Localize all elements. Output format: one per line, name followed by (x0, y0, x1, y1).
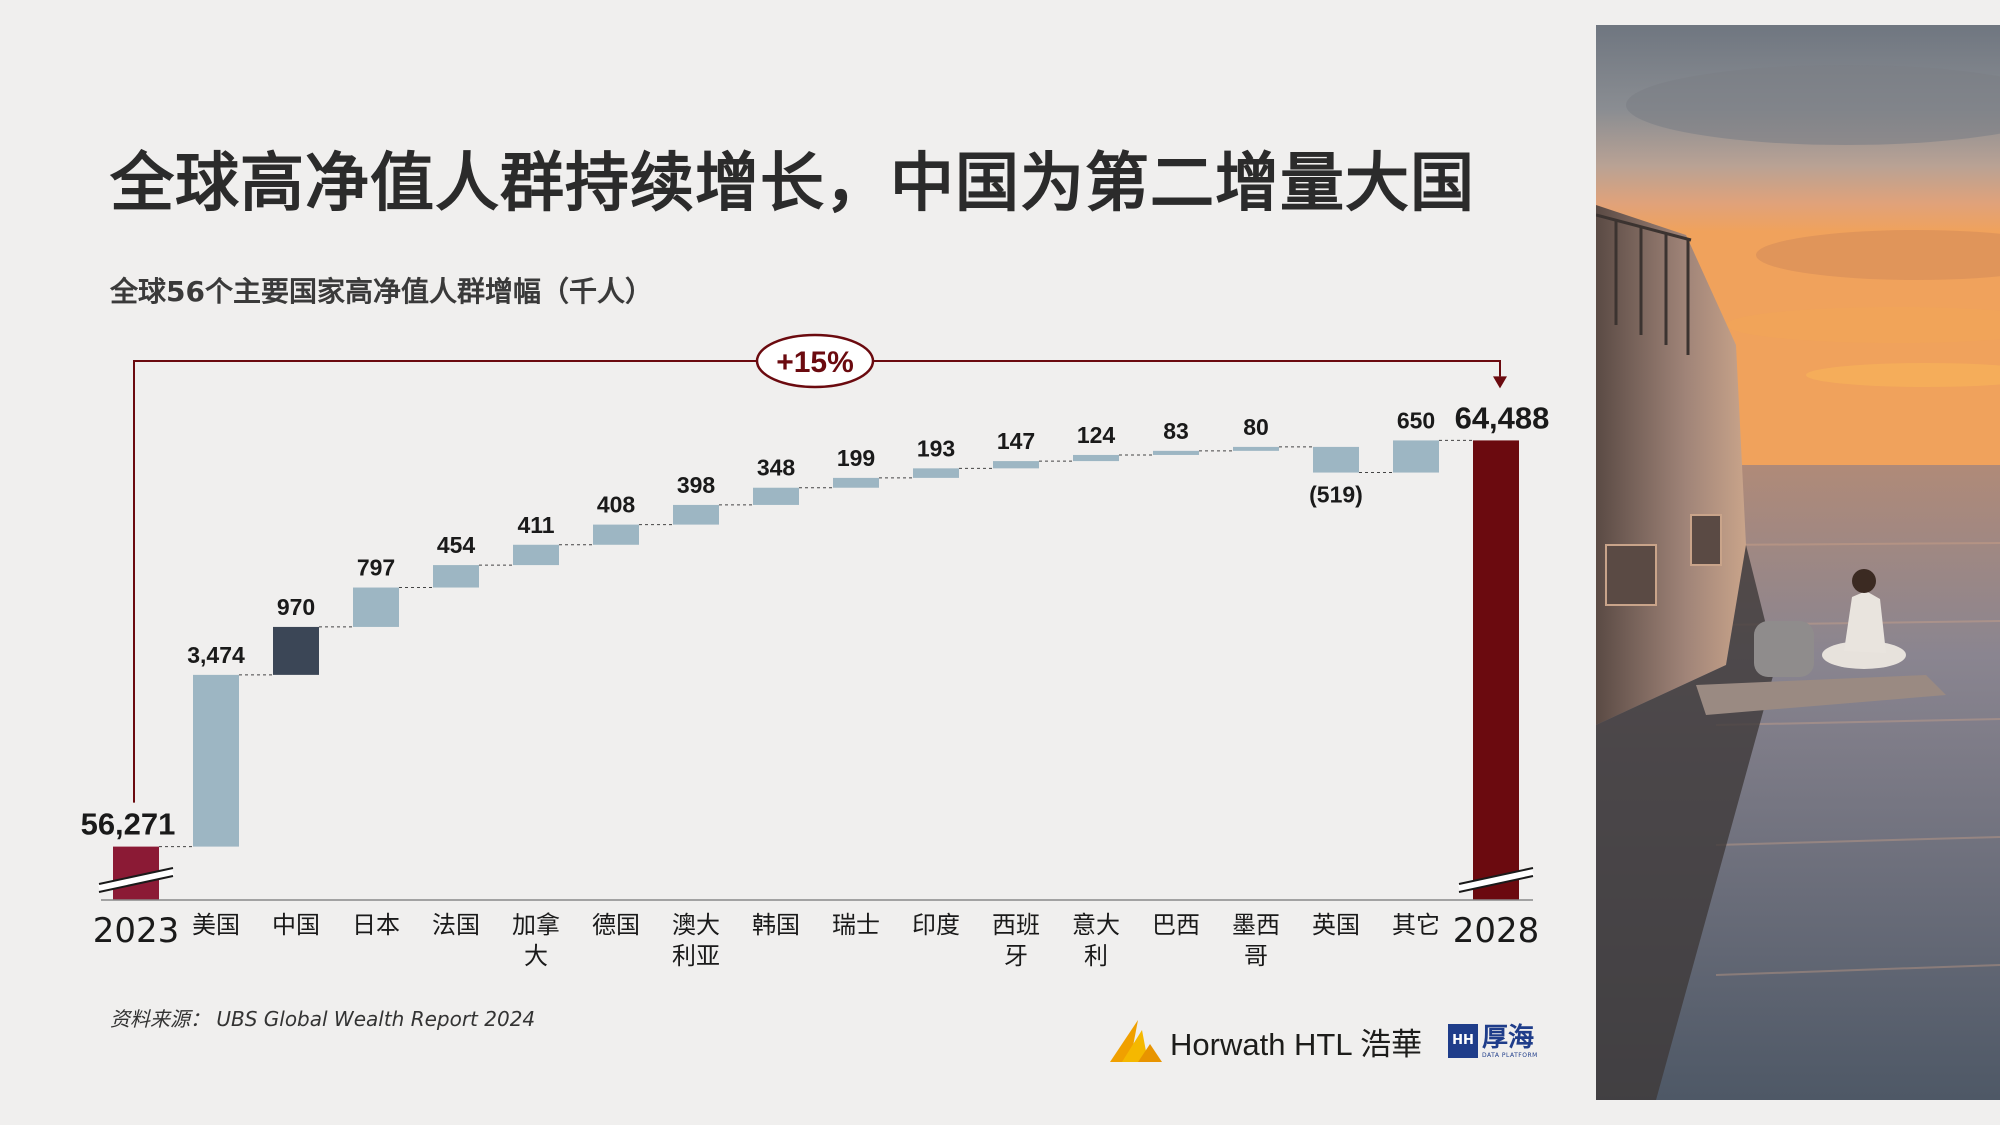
value-label-11: 147 (997, 428, 1035, 454)
value-label-4: 454 (437, 532, 476, 558)
category-label-3-0: 日本 (352, 911, 400, 939)
category-label-4-0: 法国 (432, 911, 480, 939)
value-label-17: 64,488 (1455, 400, 1550, 435)
break-mark-a-17 (1458, 875, 1534, 893)
houhai-logo-en: DATA PLATFORM (1482, 1051, 1538, 1059)
houhai-logo-cn: 厚海 (1482, 1022, 1535, 1053)
category-label-14-0: 墨西 (1232, 911, 1280, 939)
waterfall-chart: 56,271 3,474 970 797 454 411 408 398 348 199 193 14… (81, 333, 1550, 970)
break-gap-17 (1458, 868, 1534, 892)
bar-11 (993, 461, 1039, 469)
category-label-7-0: 澳大 (672, 911, 720, 939)
break-mark-b-0 (98, 867, 174, 885)
bar-13 (1153, 450, 1199, 455)
value-label-16: 650 (1397, 407, 1435, 433)
category-label-15-0: 英国 (1312, 911, 1360, 939)
growth-bracket: +15% (133, 333, 1507, 803)
category-label-16-0: 其它 (1392, 911, 1440, 939)
horwath-mountain-icon (1110, 1020, 1162, 1062)
break-gap-0 (98, 868, 174, 892)
category-label-7-1: 利亚 (672, 942, 720, 970)
value-label-10: 193 (917, 435, 955, 461)
category-label-12-0: 意大 (1072, 911, 1120, 939)
bar-10 (913, 468, 959, 478)
value-label-7: 398 (677, 472, 716, 498)
page-title: 全球高净值人群持续增长，中国为第二增量大国 (110, 146, 1475, 221)
value-label-5: 411 (517, 512, 554, 538)
horwath-logo-text: Horwath HTL 浩華 (1170, 1026, 1423, 1062)
value-label-1: 3,474 (187, 642, 245, 668)
value-label-13: 83 (1163, 418, 1189, 444)
value-label-3: 797 (357, 555, 395, 581)
category-label-10-0: 印度 (912, 911, 960, 939)
bar-5 (513, 544, 559, 566)
category-label-13-0: 巴西 (1152, 911, 1200, 939)
value-label-9: 199 (837, 445, 875, 471)
connector-lines (159, 439, 1473, 848)
bar-14 (1233, 446, 1279, 451)
bar-9 (833, 477, 879, 488)
chart-bars (113, 440, 1519, 900)
category-label-5-0: 加拿 (512, 911, 560, 939)
break-mark-b-17 (1458, 867, 1534, 885)
value-label-0: 56,271 (81, 807, 176, 842)
category-label-2-0: 中国 (272, 911, 320, 939)
value-label-2: 970 (277, 594, 315, 620)
category-label-6-0: 德国 (592, 911, 640, 939)
category-label-14-1: 哥 (1244, 942, 1268, 970)
category-label-0-0: 2023 (93, 911, 180, 951)
bar-16 (1393, 440, 1439, 473)
bar-7 (673, 504, 719, 525)
bar-12 (1073, 454, 1119, 462)
bar-2 (273, 626, 319, 675)
chart-subtitle: 全球56个主要国家高净值人群增幅（千人） (110, 275, 653, 308)
value-label-12: 124 (1077, 422, 1116, 448)
growth-badge (755, 333, 875, 389)
bar-1 (193, 674, 239, 847)
value-label-8: 348 (757, 455, 796, 481)
bar-8 (753, 487, 799, 505)
bar-15 (1313, 446, 1359, 473)
category-label-17-0: 2028 (1453, 911, 1540, 951)
category-label-11-0: 西班 (992, 911, 1040, 939)
axis-break-marks (98, 867, 1534, 893)
yacht-sunset-photo (1596, 25, 2000, 1100)
category-label-12-1: 利 (1084, 942, 1108, 970)
value-label-6: 408 (597, 492, 636, 518)
houhai-logo: HH 厚海 DATA PLATFORM (1448, 1020, 1538, 1062)
value-label-15: (519) (1309, 482, 1363, 508)
break-mark-a-0 (98, 875, 174, 893)
horwath-logo: Horwath HTL 浩華 (1108, 1018, 1422, 1064)
houhai-logo-mark: HH (1448, 1024, 1478, 1058)
category-label-9-0: 瑞士 (832, 911, 880, 939)
bar-6 (593, 524, 639, 545)
growth-label: +15% (776, 346, 854, 379)
bar-17 (1473, 440, 1519, 900)
value-labels: 56,271 3,474 970 797 454 411 408 398 348 199 193 14… (81, 400, 1550, 841)
category-label-11-1: 牙 (1004, 942, 1028, 970)
value-label-14: 80 (1243, 414, 1269, 440)
source-note: 资料来源： UBS Global Wealth Report 2024 (110, 1007, 536, 1031)
category-label-1-0: 美国 (192, 911, 240, 939)
category-label-8-0: 韩国 (752, 911, 800, 939)
bar-4 (433, 565, 479, 588)
category-label-5-1: 大 (524, 942, 548, 970)
bar-3 (353, 587, 399, 627)
